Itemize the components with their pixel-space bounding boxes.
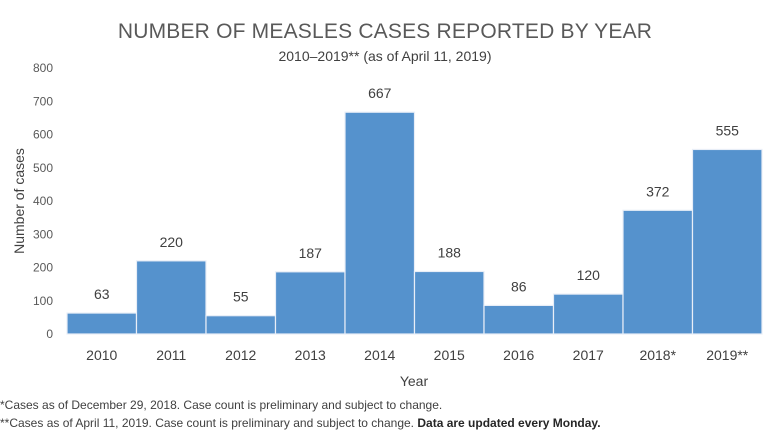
bars [66,111,763,335]
bar-2016 [483,304,555,335]
y-tick-label: 200 [33,261,53,275]
chart-title: NUMBER OF MEASLES CASES REPORTED BY YEAR [117,20,653,43]
data-label: 120 [577,267,601,283]
y-axis-ticks: 0 100 200 300 400 500 600 700 800 [33,61,53,341]
bar-2014 [344,111,416,335]
x-tick-label: 2018* [639,347,676,363]
data-label: 187 [299,245,323,261]
x-tick-label: 2010 [86,347,117,363]
footnote-2018: *Cases as of December 29, 2018. Case cou… [0,398,442,412]
bar-2018 [622,209,694,335]
bar-2017 [552,293,624,335]
chart-subtitle: 2010–2019** (as of April 11, 2019) [278,48,492,64]
footnote-2019-text: **Cases as of April 11, 2019. Case count… [0,416,418,430]
data-label: 63 [94,286,110,302]
footnote-2018-text: *Cases as of December 29, 2018. Case cou… [0,398,443,412]
y-tick-label: 600 [33,128,53,142]
y-tick-label: 300 [33,227,53,241]
x-tick-label: 2015 [434,347,465,363]
data-label: 555 [716,122,740,138]
x-tick-label: 2019** [706,347,749,363]
data-label: 188 [438,244,462,260]
footnote-update-note: Data are updated every Monday. [417,416,601,430]
y-tick-label: 800 [33,61,53,75]
y-tick-label: 0 [46,327,53,341]
bar-2013 [274,271,346,335]
x-tick-label: 2017 [573,347,604,363]
y-tick-label: 500 [33,161,53,175]
y-tick-label: 700 [33,94,53,108]
x-tick-label: 2011 [156,347,186,363]
x-tick-label: 2014 [364,347,395,363]
data-labels: 63 220 55 187 667 188 86 120 372 555 [94,85,739,304]
data-label: 667 [368,85,392,101]
y-axis-label: Number of cases [11,148,27,254]
data-label: 220 [160,234,184,250]
data-label: 372 [646,183,670,199]
x-tick-label: 2016 [503,347,534,363]
bar-2012 [205,315,277,335]
x-tick-label: 2013 [295,347,326,363]
bar-2010 [66,312,138,335]
bar-2019 [691,148,763,335]
data-label: 55 [233,289,249,305]
footnote-2019: **Cases as of April 11, 2019. Case count… [0,416,601,430]
y-tick-label: 400 [33,194,53,208]
y-tick-label: 100 [33,294,53,308]
x-axis-label: Year [400,373,429,389]
x-tick-label: 2012 [225,347,256,363]
bar-2011 [135,260,207,335]
x-axis-ticks: 2010 2011 2012 2013 2014 2015 2016 2017 2018* 201… [86,347,749,363]
data-label: 86 [511,278,527,294]
bar-2015 [413,270,485,335]
